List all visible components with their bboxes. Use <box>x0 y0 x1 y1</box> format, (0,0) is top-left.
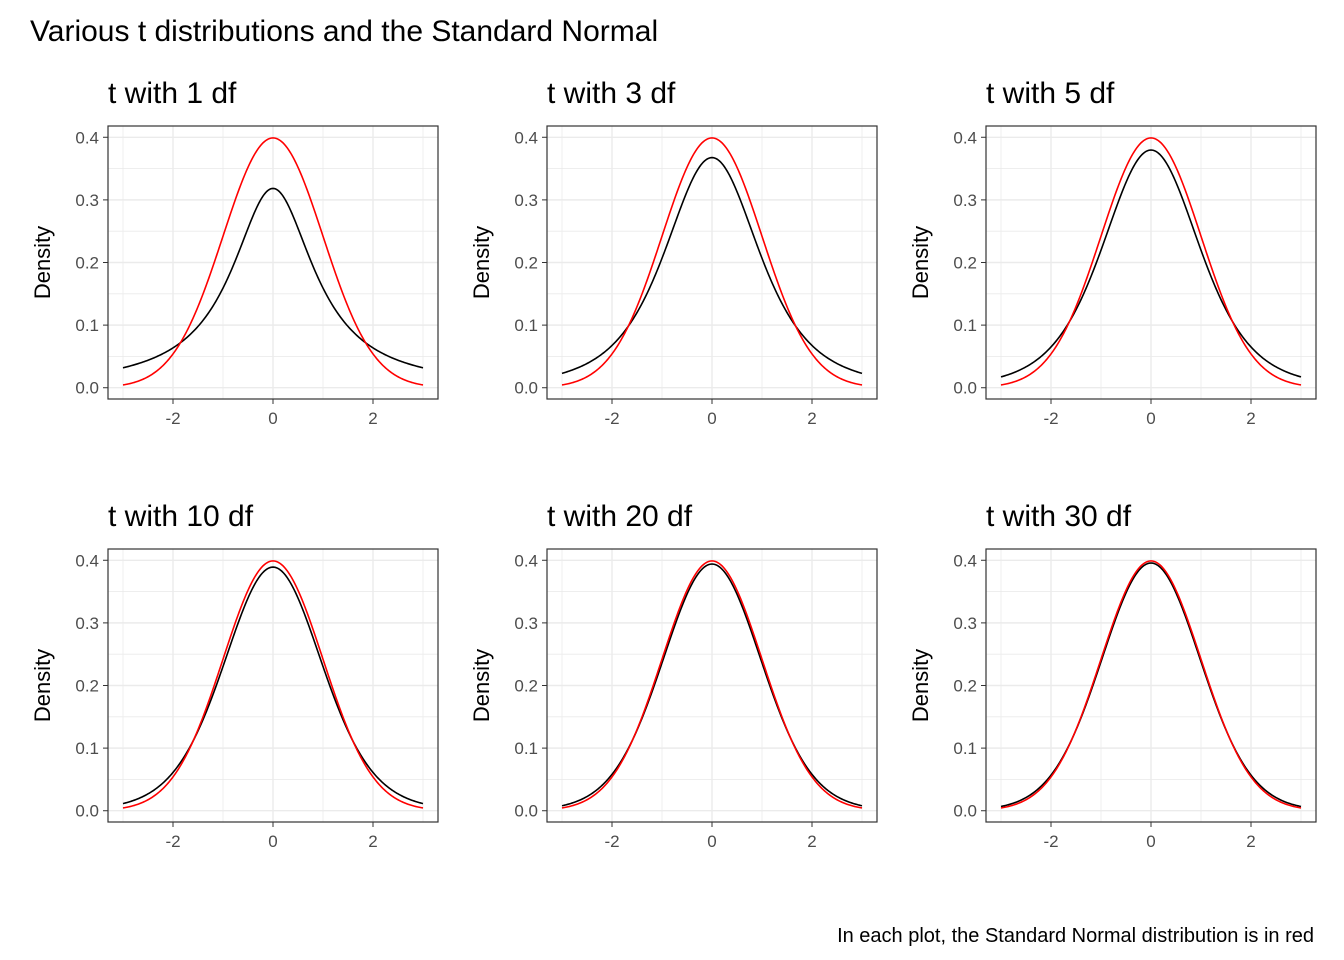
y-tick-label: 0.1 <box>75 739 99 758</box>
y-tick-label: 0.2 <box>514 254 538 273</box>
y-tick-label: 0.3 <box>75 191 99 210</box>
y-axis-label: Density <box>30 649 55 722</box>
caption: In each plot, the Standard Normal distri… <box>837 925 1314 947</box>
y-tick-label: 0.4 <box>75 128 99 147</box>
x-tick-label: -2 <box>604 832 619 851</box>
x-tick-label: 2 <box>1246 409 1255 428</box>
y-tick-label: 0.2 <box>953 677 977 696</box>
normal-density-line <box>1000 560 1302 809</box>
y-tick-label: 0.1 <box>75 316 99 335</box>
grid <box>108 549 438 822</box>
x-tick-label: -2 <box>604 409 619 428</box>
y-tick-label: 0.3 <box>514 614 538 633</box>
y-tick-label: 0.1 <box>953 316 977 335</box>
y-tick-label: 0.3 <box>514 191 538 210</box>
t-density-line <box>122 566 424 805</box>
panel-t-1-df: -2 0 2 0.0 0.1 0.2 0.3 0.4 Density t with 1 df <box>30 77 439 428</box>
panel-t-10-df: -2 0 2 0.0 0.1 0.2 0.3 0.4 Density t with 10 df <box>30 500 439 851</box>
t-density-line <box>122 187 424 369</box>
y-tick-label: 0.1 <box>514 739 538 758</box>
x-tick-label: -2 <box>165 409 180 428</box>
y-tick-label: 0.2 <box>75 677 99 696</box>
panel-title: t with 3 df <box>547 77 676 110</box>
t-density-line <box>561 156 863 375</box>
t-density-line <box>1000 149 1302 378</box>
grid <box>986 549 1316 822</box>
y-tick-label: 0.2 <box>75 254 99 273</box>
y-tick-label: 0.0 <box>953 802 977 821</box>
panel-title: t with 1 df <box>108 77 237 110</box>
x-tick-label: 2 <box>1246 832 1255 851</box>
x-tick-label: 0 <box>707 832 716 851</box>
y-tick-label: 0.2 <box>953 254 977 273</box>
grid <box>108 126 438 399</box>
y-tick-label: 0.4 <box>514 128 538 147</box>
y-tick-label: 0.0 <box>514 802 538 821</box>
grid <box>547 549 877 822</box>
y-axis-label: Density <box>469 649 494 722</box>
x-tick-label: 2 <box>368 409 377 428</box>
x-tick-label: 0 <box>268 832 277 851</box>
y-tick-label: 0.3 <box>953 614 977 633</box>
y-tick-label: 0.0 <box>953 379 977 398</box>
y-tick-label: 0.4 <box>514 551 538 570</box>
y-tick-label: 0.0 <box>514 379 538 398</box>
y-tick-label: 0.4 <box>75 551 99 570</box>
y-axis-label: Density <box>908 649 933 722</box>
y-axis-label: Density <box>908 226 933 299</box>
x-tick-label: 0 <box>707 409 716 428</box>
panel-title: t with 30 df <box>986 500 1132 533</box>
t-density-line <box>561 563 863 807</box>
grid <box>986 126 1316 399</box>
y-tick-label: 0.0 <box>75 802 99 821</box>
y-tick-label: 0.1 <box>953 739 977 758</box>
x-tick-label: 2 <box>368 832 377 851</box>
grid <box>547 126 877 399</box>
y-axis-label: Density <box>469 226 494 299</box>
panel-t-20-df: -2 0 2 0.0 0.1 0.2 0.3 0.4 Density t with 20 df <box>469 500 878 851</box>
y-tick-label: 0.4 <box>953 551 977 570</box>
panel-title: t with 5 df <box>986 77 1115 110</box>
t-density-line <box>1000 562 1302 808</box>
panels: -2 0 2 0.0 0.1 0.2 0.3 0.4 Density t with 1 df -2 0… <box>30 77 1317 851</box>
y-tick-label: 0.0 <box>75 379 99 398</box>
x-tick-label: -2 <box>1043 832 1058 851</box>
panel-title: t with 10 df <box>108 500 254 533</box>
x-tick-label: -2 <box>1043 409 1058 428</box>
y-axis-label: Density <box>30 226 55 299</box>
main-title: Various t distributions and the Standard… <box>30 15 658 48</box>
x-tick-label: 0 <box>1146 832 1155 851</box>
y-tick-label: 0.2 <box>514 677 538 696</box>
x-tick-label: 2 <box>807 409 816 428</box>
y-tick-label: 0.4 <box>953 128 977 147</box>
panel-t-5-df: -2 0 2 0.0 0.1 0.2 0.3 0.4 Density t with 5 df <box>908 77 1317 428</box>
y-tick-label: 0.1 <box>514 316 538 335</box>
x-tick-label: -2 <box>165 832 180 851</box>
normal-density-line <box>122 560 424 809</box>
y-tick-label: 0.3 <box>953 191 977 210</box>
x-tick-label: 0 <box>268 409 277 428</box>
x-tick-label: 2 <box>807 832 816 851</box>
panel-title: t with 20 df <box>547 500 693 533</box>
panel-t-30-df: -2 0 2 0.0 0.1 0.2 0.3 0.4 Density t with 30 df <box>908 500 1317 851</box>
y-tick-label: 0.3 <box>75 614 99 633</box>
x-tick-label: 0 <box>1146 409 1155 428</box>
normal-density-line <box>561 560 863 809</box>
normal-density-line <box>122 137 424 386</box>
normal-density-line <box>561 137 863 386</box>
panel-t-3-df: -2 0 2 0.0 0.1 0.2 0.3 0.4 Density t with 3 df <box>469 77 878 428</box>
normal-density-line <box>1000 137 1302 386</box>
